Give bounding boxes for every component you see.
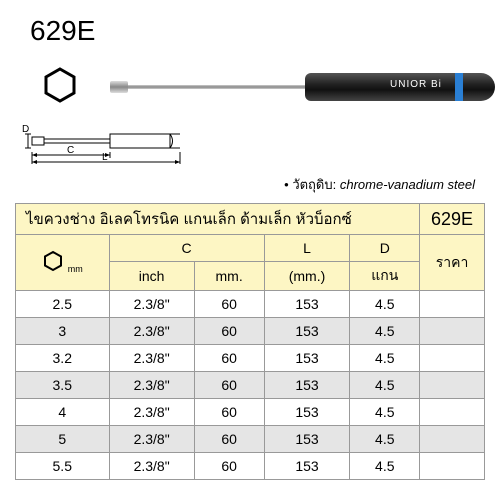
- header-mm: mm.: [194, 262, 264, 291]
- cell-L: 153: [264, 399, 350, 426]
- cell-size: 3: [16, 318, 110, 345]
- cell-D: 4.5: [350, 372, 420, 399]
- header-inch: inch: [109, 262, 194, 291]
- cell-c_mm: 60: [194, 453, 264, 480]
- brand-suffix: Bi: [431, 79, 442, 90]
- label-c: C: [67, 145, 74, 156]
- cell-D: 4.5: [350, 291, 420, 318]
- header-d: D: [350, 235, 420, 262]
- cell-L: 153: [264, 345, 350, 372]
- brand-text: UNIOR: [390, 79, 427, 90]
- cell-price: [420, 453, 485, 480]
- cell-c_inch: 2.3/8": [109, 345, 194, 372]
- material-label: • วัตถุดิบ:: [284, 177, 336, 192]
- mm-unit: mm: [68, 264, 83, 274]
- cell-c_inch: 2.3/8": [109, 372, 194, 399]
- cell-c_inch: 2.3/8": [109, 291, 194, 318]
- cell-c_inch: 2.3/8": [109, 453, 194, 480]
- header-l-unit: (mm.): [264, 262, 350, 291]
- model-code: 629E: [30, 15, 490, 47]
- table-code: 629E: [420, 204, 485, 235]
- hex-header-icon: mm: [16, 235, 110, 291]
- tool-tip: [110, 81, 128, 93]
- cell-L: 153: [264, 453, 350, 480]
- table-row: 32.3/8"601534.5: [16, 318, 485, 345]
- table-title: ไขควงช่าง อิเลคโทรนิค แกนเล็ก ด้ามเล็ก ห…: [16, 204, 420, 235]
- cell-L: 153: [264, 318, 350, 345]
- cell-size: 2.5: [16, 291, 110, 318]
- cell-price: [420, 291, 485, 318]
- title-row: ไขควงช่าง อิเลคโทรนิค แกนเล็ก ด้ามเล็ก ห…: [16, 204, 485, 235]
- material-value: chrome-vanadium steel: [340, 177, 475, 192]
- cell-D: 4.5: [350, 399, 420, 426]
- cell-price: [420, 426, 485, 453]
- cell-c_inch: 2.3/8": [109, 318, 194, 345]
- table-row: 42.3/8"601534.5: [16, 399, 485, 426]
- cell-price: [420, 318, 485, 345]
- material-note: • วัตถุดิบ: chrome-vanadium steel: [10, 174, 475, 195]
- cell-size: 3.2: [16, 345, 110, 372]
- header-d-label: แกน: [350, 262, 420, 291]
- table-row: 52.3/8"601534.5: [16, 426, 485, 453]
- tool-illustration: UNIOR Bi: [110, 57, 490, 117]
- cell-c_mm: 60: [194, 318, 264, 345]
- table-body: 2.52.3/8"601534.532.3/8"601534.53.22.3/8…: [16, 291, 485, 480]
- cell-c_mm: 60: [194, 372, 264, 399]
- header-row-1: mm C L D ราคา: [16, 235, 485, 262]
- cell-price: [420, 372, 485, 399]
- label-l: L: [102, 152, 108, 163]
- table-row: 5.52.3/8"601534.5: [16, 453, 485, 480]
- cell-price: [420, 399, 485, 426]
- cell-c_inch: 2.3/8": [109, 426, 194, 453]
- cell-c_mm: 60: [194, 399, 264, 426]
- dimension-diagram: D C L: [20, 122, 490, 172]
- header-price: ราคา: [420, 235, 485, 291]
- cell-D: 4.5: [350, 318, 420, 345]
- cell-L: 153: [264, 291, 350, 318]
- label-d: D: [22, 124, 29, 135]
- cell-D: 4.5: [350, 426, 420, 453]
- tool-shaft: [110, 85, 310, 89]
- cell-L: 153: [264, 426, 350, 453]
- top-section: UNIOR Bi: [10, 57, 490, 117]
- cell-size: 5: [16, 426, 110, 453]
- table-row: 3.52.3/8"601534.5: [16, 372, 485, 399]
- cell-L: 153: [264, 372, 350, 399]
- cell-size: 5.5: [16, 453, 110, 480]
- cell-price: [420, 345, 485, 372]
- brand-label: UNIOR Bi: [390, 79, 442, 90]
- cell-D: 4.5: [350, 453, 420, 480]
- table-row: 2.52.3/8"601534.5: [16, 291, 485, 318]
- spec-table: ไขควงช่าง อิเลคโทรนิค แกนเล็ก ด้ามเล็ก ห…: [15, 203, 485, 480]
- cell-c_inch: 2.3/8": [109, 399, 194, 426]
- hex-icon: [40, 65, 80, 110]
- cell-D: 4.5: [350, 345, 420, 372]
- cell-size: 4: [16, 399, 110, 426]
- header-c: C: [109, 235, 264, 262]
- table-row: 3.22.3/8"601534.5: [16, 345, 485, 372]
- header-l: L: [264, 235, 350, 262]
- cell-size: 3.5: [16, 372, 110, 399]
- cell-c_mm: 60: [194, 345, 264, 372]
- cell-c_mm: 60: [194, 291, 264, 318]
- cell-c_mm: 60: [194, 426, 264, 453]
- handle-ring: [455, 73, 463, 101]
